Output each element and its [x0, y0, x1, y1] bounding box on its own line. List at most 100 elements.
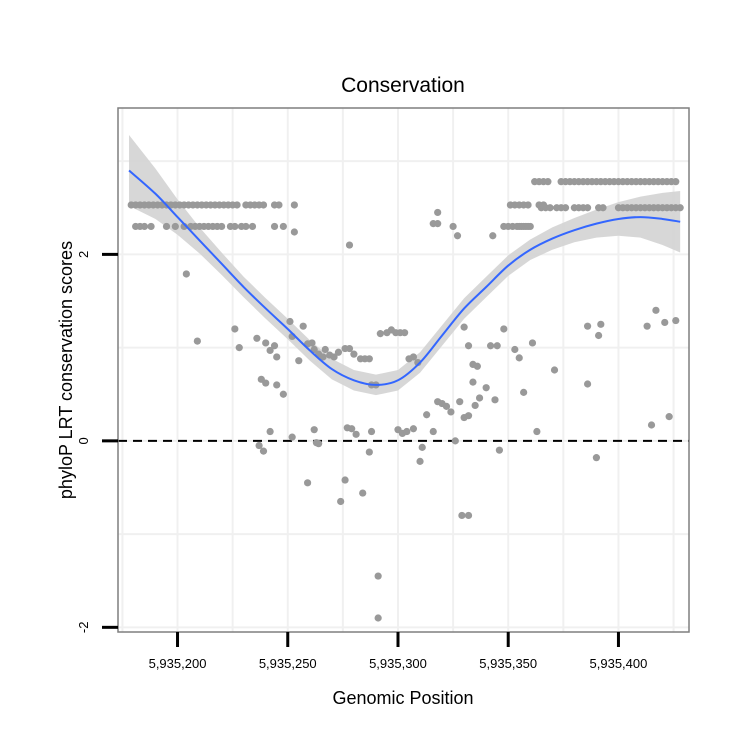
data-point — [515, 354, 523, 362]
data-point — [231, 222, 239, 231]
data-point — [418, 443, 426, 451]
data-point — [434, 220, 442, 228]
data-point — [458, 511, 466, 520]
data-point — [464, 342, 473, 350]
data-point — [140, 222, 149, 231]
data-point — [270, 222, 279, 231]
data-point — [647, 421, 656, 429]
data-point — [253, 334, 261, 342]
data-point — [279, 390, 287, 398]
data-point — [449, 222, 457, 231]
data-point — [376, 330, 384, 338]
data-point — [255, 441, 263, 450]
x-tick-label: 5,935,200 — [149, 656, 207, 671]
data-point — [544, 178, 552, 186]
data-point — [511, 345, 519, 354]
data-point — [321, 345, 329, 354]
data-point — [235, 344, 243, 352]
data-point — [248, 222, 257, 231]
data-point — [147, 222, 155, 231]
data-point — [275, 201, 283, 209]
data-point — [456, 398, 464, 406]
data-point — [345, 344, 354, 353]
data-point — [295, 357, 303, 365]
x-tick-label: 5,935,350 — [479, 656, 537, 671]
data-point — [286, 317, 294, 326]
y-axis-ticks: -2 0 2 — [76, 251, 118, 633]
data-points — [127, 178, 684, 622]
data-point — [423, 411, 431, 419]
data-point — [539, 201, 548, 209]
data-point — [374, 572, 382, 580]
data-point — [491, 396, 499, 404]
data-point — [315, 440, 323, 448]
data-point — [486, 342, 495, 350]
data-point — [495, 446, 504, 454]
data-point — [273, 381, 281, 389]
data-point — [416, 457, 424, 465]
data-point — [583, 322, 592, 330]
data-point — [337, 497, 345, 506]
data-point — [290, 201, 298, 209]
data-point — [451, 437, 459, 445]
data-point — [374, 614, 382, 622]
data-point — [453, 232, 462, 240]
data-point — [162, 222, 171, 231]
data-point — [365, 355, 373, 363]
confidence-band — [129, 135, 681, 396]
data-point — [473, 362, 481, 370]
data-point — [482, 384, 490, 392]
x-tick-label: 5,935,400 — [590, 656, 648, 671]
data-point — [319, 353, 327, 361]
data-point — [193, 337, 201, 345]
data-point — [524, 201, 532, 209]
data-point — [464, 412, 473, 420]
data-point — [672, 178, 680, 186]
chart-title: Conservation — [341, 74, 465, 97]
data-point — [266, 346, 274, 355]
data-point — [493, 342, 501, 350]
data-point — [233, 201, 241, 209]
data-point — [334, 348, 343, 356]
data-point — [308, 339, 316, 347]
data-point — [464, 511, 473, 520]
data-point — [273, 353, 281, 361]
data-point — [218, 222, 226, 231]
data-point — [409, 425, 418, 433]
y-tick-label: 0 — [76, 437, 91, 444]
data-point — [672, 316, 680, 325]
data-point — [489, 232, 497, 240]
data-point — [290, 228, 298, 236]
y-tick-label: -2 — [76, 622, 91, 634]
data-point — [350, 350, 358, 358]
data-point — [330, 353, 338, 361]
data-point — [520, 388, 528, 396]
data-point — [352, 430, 360, 438]
data-point — [401, 329, 409, 337]
data-point — [365, 448, 373, 456]
data-point — [460, 323, 468, 331]
data-point — [262, 379, 270, 387]
data-point — [171, 222, 179, 231]
data-point — [403, 427, 411, 436]
data-point — [242, 222, 250, 231]
data-point — [182, 270, 190, 278]
data-point — [288, 433, 296, 441]
data-point — [592, 454, 601, 462]
x-tick-label: 5,935,300 — [369, 656, 427, 671]
data-point — [500, 325, 508, 333]
data-point — [231, 325, 239, 333]
data-point — [310, 345, 318, 354]
smooth-curve — [128, 169, 681, 386]
data-point — [341, 476, 349, 484]
data-point — [643, 322, 651, 330]
plot-frame — [117, 107, 690, 633]
data-point — [652, 306, 660, 314]
data-point — [270, 342, 279, 350]
y-tick-label: 2 — [76, 251, 91, 258]
data-point — [528, 339, 537, 347]
data-point — [475, 394, 484, 402]
data-point — [348, 425, 356, 433]
data-point — [259, 201, 268, 209]
data-point — [303, 479, 312, 487]
